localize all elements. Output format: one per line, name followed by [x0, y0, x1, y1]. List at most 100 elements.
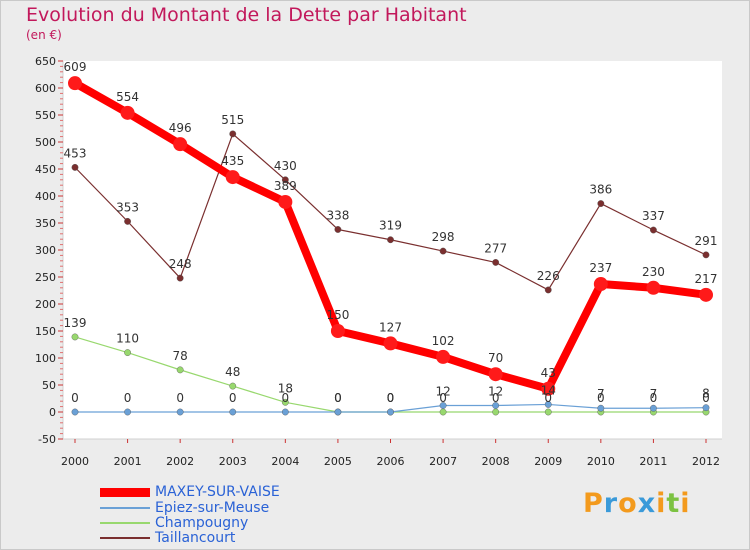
legend-swatch [100, 507, 150, 509]
data-label: 389 [274, 179, 297, 193]
data-label: 277 [484, 241, 507, 255]
data-point [124, 408, 131, 416]
data-label: 337 [642, 209, 665, 223]
y-tick-label: 400 [35, 190, 56, 203]
data-label: 12 [488, 385, 503, 399]
data-point [597, 404, 605, 412]
data-label: 353 [116, 200, 139, 214]
legend-label: Epiez-sur-Meuse [155, 500, 270, 516]
x-tick-label: 2012 [692, 455, 720, 468]
data-point [439, 408, 447, 416]
data-label: 150 [326, 308, 349, 322]
y-tick-label: 50 [42, 379, 56, 392]
data-point [124, 217, 131, 225]
data-point [387, 408, 394, 416]
data-label: 7 [650, 387, 658, 401]
x-tick-label: 2007 [429, 455, 457, 468]
x-tick-label: 2003 [219, 455, 247, 468]
data-label: 0 [439, 391, 447, 405]
data-label: 0 [544, 391, 552, 405]
legend-label: Champougny [155, 515, 249, 531]
data-label: 237 [589, 261, 612, 275]
data-point [334, 226, 342, 233]
data-label: 248 [169, 257, 192, 271]
data-label: 0 [124, 391, 132, 405]
legend-swatch [100, 537, 150, 539]
y-tick-label: -50 [38, 433, 56, 446]
data-label: 0 [702, 391, 710, 405]
data-label: 78 [173, 349, 188, 363]
x-tick-label: 2000 [61, 455, 89, 468]
data-point [229, 408, 237, 416]
data-point [281, 398, 289, 406]
data-label: 12 [435, 385, 450, 399]
data-point [544, 408, 552, 416]
logo-letter: o [618, 488, 638, 519]
data-point [330, 324, 345, 338]
y-tick-label: 500 [35, 136, 56, 149]
data-label: 0 [176, 391, 184, 405]
data-label: 0 [229, 391, 237, 405]
data-point [68, 76, 82, 91]
y-tick-label: 0 [49, 406, 56, 419]
data-label: 217 [695, 272, 718, 286]
data-point [278, 194, 293, 209]
chart-unit-label: (en €) [26, 28, 62, 42]
data-point [176, 366, 184, 374]
data-point [71, 408, 79, 416]
data-point [71, 333, 79, 341]
data-label: 609 [64, 60, 87, 74]
data-label: 102 [432, 334, 455, 348]
legend-swatch [100, 522, 150, 524]
x-tick-label: 2004 [271, 455, 299, 468]
logo-letter: i [680, 488, 691, 519]
legend-item-champougny: Champougny [100, 515, 248, 531]
data-point [544, 286, 552, 294]
data-point [383, 336, 398, 351]
logo-letter: x [637, 488, 657, 519]
data-point [597, 200, 605, 207]
data-label: 0 [492, 391, 500, 405]
data-label: 226 [537, 269, 560, 283]
data-label: 14 [541, 383, 556, 397]
y-tick-label: 250 [35, 271, 56, 284]
data-label: 7 [597, 387, 605, 401]
y-tick-label: 150 [35, 325, 56, 338]
data-point [702, 251, 710, 259]
x-tick-label: 2001 [114, 455, 142, 468]
legend-label: Taillancourt [155, 530, 236, 546]
y-tick-label: 600 [35, 82, 56, 95]
y-tick-label: 200 [35, 298, 56, 311]
data-point [650, 226, 657, 234]
y-tick-label: 450 [35, 163, 56, 176]
data-point [593, 277, 608, 292]
legend-item-epiez: Epiez-sur-Meuse [100, 500, 269, 516]
logo-letter: t [666, 488, 681, 519]
data-point [229, 382, 237, 390]
chart-title: Evolution du Montant de la Dette par Hab… [26, 4, 467, 26]
logo-letter: r [603, 488, 619, 519]
data-point [124, 349, 131, 356]
data-label: 139 [64, 316, 87, 330]
data-label: 0 [597, 391, 605, 405]
data-label: 0 [387, 391, 395, 405]
x-tick-label: 2009 [534, 455, 562, 468]
proxiti-logo: Proxiti [583, 488, 691, 519]
logo-letter: i [656, 488, 667, 519]
x-tick-label: 2005 [324, 455, 352, 468]
data-point [436, 349, 451, 364]
data-label: 0 [334, 391, 342, 405]
data-point [387, 236, 394, 244]
data-label: 43 [541, 366, 556, 380]
data-label: 0 [71, 391, 79, 405]
data-point [229, 130, 237, 138]
data-label: 515 [221, 113, 244, 127]
y-tick-label: 300 [35, 244, 56, 257]
data-label: 8 [702, 387, 710, 401]
data-point [120, 105, 135, 120]
data-point [225, 170, 240, 185]
data-label: 338 [326, 208, 349, 222]
data-label: 453 [64, 146, 87, 160]
data-label: 127 [379, 320, 402, 334]
legend-item-maxey: MAXEY-SUR-VAISE [100, 484, 280, 500]
